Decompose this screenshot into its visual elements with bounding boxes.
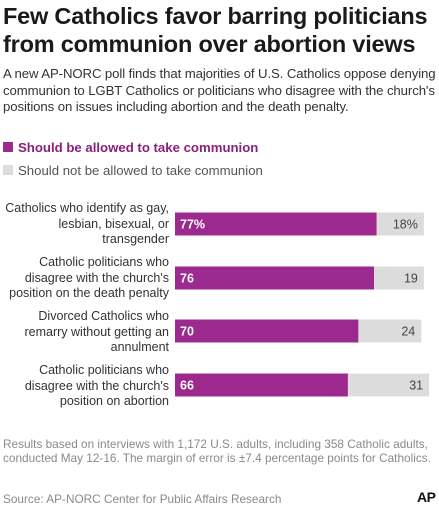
bar-not-allowed-death-penalty (374, 266, 424, 290)
footnote: Results based on interviews with 1,172 U… (3, 437, 431, 465)
bar-allowed-abortion (175, 373, 348, 397)
bar-not-allowed-abortion (347, 373, 430, 397)
bar-label-allowed-remarry: 70 (180, 325, 194, 339)
bar-label-allowed-death-penalty: 76 (180, 272, 194, 286)
row-label-remarry: Divorced Catholics who remarry without g… (24, 309, 169, 354)
row-label-abortion: Catholic politicians who disagree with t… (24, 363, 169, 408)
bar-allowed-death-penalty (175, 266, 375, 290)
bar-label-not-allowed-death-penalty: 19 (404, 272, 418, 286)
chart-subtitle: A new AP-NORC poll finds that majorities… (3, 66, 436, 114)
source-note: Source: AP-NORC Center for Public Affair… (3, 492, 282, 506)
bar-allowed-lgbt (175, 212, 377, 236)
bar-label-allowed-lgbt: 77% (180, 218, 205, 232)
row-label-lgbt: Catholics who identify as gay, lesbian, … (5, 201, 169, 246)
legend-item-not-allowed: Should not be allowed to take communion (3, 160, 263, 180)
legend-swatch-allowed (3, 142, 13, 152)
bar-label-allowed-abortion: 66 (180, 379, 194, 393)
bar-label-not-allowed-remarry: 24 (401, 325, 415, 339)
legend: Should be allowed to take communion Shou… (3, 137, 263, 183)
bar-not-allowed-lgbt (376, 212, 424, 236)
bar-allowed-remarry (175, 319, 359, 343)
chart-title: Few Catholics favor barring politicians … (3, 3, 428, 57)
bar-label-not-allowed-abortion: 31 (409, 379, 423, 393)
legend-label-allowed: Should be allowed to take communion (18, 139, 259, 155)
ap-logo: AP (417, 489, 436, 505)
legend-item-allowed: Should be allowed to take communion (3, 137, 263, 157)
legend-label-not-allowed: Should not be allowed to take communion (18, 162, 263, 178)
row-label-death-penalty: Catholic politicians who disagree with t… (9, 255, 169, 300)
bar-not-allowed-remarry (358, 319, 422, 343)
legend-swatch-not-allowed (3, 165, 13, 175)
bar-label-not-allowed-lgbt: 18% (393, 218, 418, 232)
